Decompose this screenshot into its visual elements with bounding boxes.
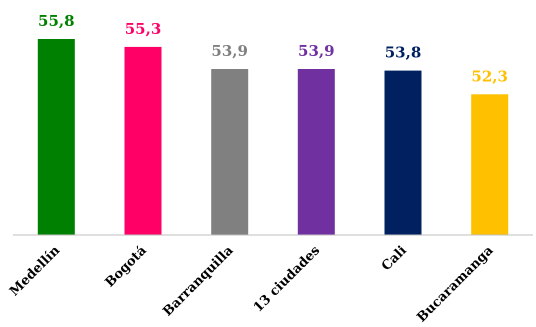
tick-label-barranquilla: Barranquilla bbox=[160, 243, 237, 320]
value-label-bogota: 55,3 bbox=[125, 20, 162, 38]
bar-cali bbox=[384, 70, 422, 235]
tick-label-medellin: Medellín bbox=[7, 243, 63, 299]
bar-barranquilla bbox=[211, 69, 249, 235]
value-label-13-ciudades: 53,9 bbox=[298, 42, 335, 60]
x-tick-labels: Medellín Bogotá Barranquilla 13 ciudades Cal… bbox=[7, 243, 497, 326]
bar-bogota bbox=[124, 46, 162, 236]
bars-layer bbox=[37, 39, 509, 236]
bar-13-ciudades bbox=[297, 69, 335, 235]
value-label-barranquilla: 53,9 bbox=[211, 42, 248, 60]
tick-label-13-ciudades: 13 ciudades bbox=[251, 243, 323, 315]
tick-label-bogota: Bogotá bbox=[103, 243, 151, 291]
value-labels-layer: 55,8 55,3 53,9 53,9 53,8 52,3 bbox=[38, 12, 508, 85]
tick-label-cali: Cali bbox=[379, 243, 410, 274]
tick-label-bucaramanga: Bucaramanga bbox=[414, 243, 497, 326]
value-label-medellin: 55,8 bbox=[38, 12, 75, 30]
value-label-cali: 53,8 bbox=[385, 44, 422, 62]
value-label-bucaramanga: 52,3 bbox=[471, 67, 508, 85]
bar-medellin bbox=[37, 39, 75, 235]
bar-bucaramanga bbox=[471, 94, 509, 235]
